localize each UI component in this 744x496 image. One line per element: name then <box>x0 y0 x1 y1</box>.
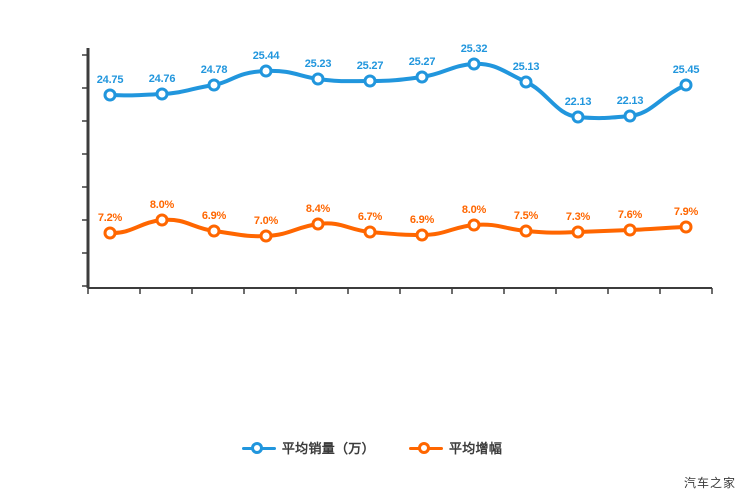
data-label-orange: 8.4% <box>305 203 331 215</box>
data-label-blue: 25.32 <box>460 43 488 55</box>
data-label-orange: 6.7% <box>357 211 383 223</box>
data-label-blue: 22.13 <box>616 95 644 107</box>
y-axis-ticks <box>82 54 88 287</box>
series-markers-blue <box>103 57 693 124</box>
data-label-blue: 24.78 <box>200 64 228 76</box>
data-label-blue: 25.44 <box>252 50 280 62</box>
data-label-blue: 24.75 <box>96 74 124 86</box>
data-label-blue: 25.23 <box>304 58 332 70</box>
data-label-blue: 25.27 <box>408 56 436 68</box>
data-label-orange: 7.2% <box>97 212 123 224</box>
legend-item-average-sales[interactable]: 平均销量（万） <box>241 438 375 457</box>
data-label-blue: 24.76 <box>148 73 176 85</box>
data-label-orange: 8.0% <box>461 204 487 216</box>
legend-marker-blue-icon <box>241 441 276 455</box>
data-label-orange: 7.6% <box>617 209 643 221</box>
axes <box>86 48 712 289</box>
data-label-orange: 7.9% <box>673 206 699 218</box>
data-label-orange: 7.0% <box>253 215 279 227</box>
data-label-orange: 8.0% <box>149 199 175 211</box>
watermark: 汽车之家 <box>683 476 736 490</box>
data-label-orange: 7.3% <box>565 211 591 223</box>
data-label-orange: 6.9% <box>409 214 435 226</box>
x-axis-ticks <box>87 288 713 294</box>
chart-legend: 平均销量（万） 平均增幅 <box>0 438 744 457</box>
series-markers-orange <box>103 213 693 243</box>
legend-label-average-sales: 平均销量（万） <box>281 441 375 456</box>
legend-item-average-growth[interactable]: 平均增幅 <box>408 438 503 457</box>
series-line-orange <box>108 217 688 239</box>
data-label-blue: 22.13 <box>564 96 592 108</box>
data-label-blue: 25.45 <box>672 64 700 76</box>
legend-label-average-growth: 平均增幅 <box>448 441 503 456</box>
data-label-blue: 25.13 <box>512 61 540 73</box>
series-line-blue <box>108 61 688 121</box>
data-label-orange: 7.5% <box>513 210 539 222</box>
legend-marker-orange-icon <box>408 441 443 455</box>
data-label-orange: 6.9% <box>201 210 227 222</box>
data-label-blue: 25.27 <box>356 60 384 72</box>
